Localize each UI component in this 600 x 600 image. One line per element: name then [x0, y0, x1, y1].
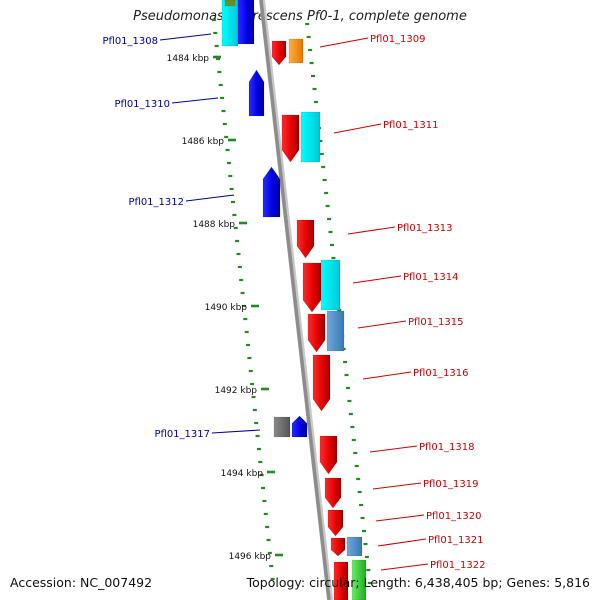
gene-leader-line — [352, 275, 402, 284]
gene-feature-orange — [288, 38, 304, 64]
gene-feature-gray — [273, 416, 291, 438]
gene-leader-line — [377, 538, 427, 547]
gene-feature-cyan — [320, 259, 341, 311]
gene-feature-cyan — [300, 111, 321, 163]
gene-label[interactable]: Pfl01_1313 — [397, 223, 453, 234]
gene-feature-partial — [224, 0, 236, 7]
gene-leader-line — [362, 371, 412, 380]
ruler-label: 1492 kbp — [215, 386, 258, 396]
gene-label[interactable]: Pfl01_1310 — [114, 99, 170, 110]
gene-leader-line — [347, 226, 396, 235]
gene-feature-pfl01-1312 — [262, 166, 281, 218]
ruler-label: 1488 kbp — [193, 220, 236, 230]
gene-feature-pfl01-1311 — [281, 114, 300, 163]
gene-leader-line — [369, 445, 418, 453]
gene-feature-pfl01-1317 — [291, 415, 308, 438]
gene-leader-line — [185, 194, 235, 202]
gene-leader-line — [171, 97, 219, 104]
gene-label[interactable]: Pfl01_1308 — [102, 36, 158, 47]
ruler-label: 1484 kbp — [167, 54, 210, 64]
gene-feature-pfl01-1319 — [324, 477, 342, 509]
gene-feature-pfl01-1318 — [319, 435, 338, 475]
gene-label[interactable]: Pfl01_1315 — [408, 317, 464, 328]
map-title: Pseudomonas fluorescens Pf0-1, complete … — [133, 9, 467, 24]
ruler-label: 1496 kbp — [229, 552, 272, 562]
gene-label[interactable]: Pfl01_1309 — [370, 34, 426, 45]
gene-label[interactable]: Pfl01_1316 — [413, 368, 469, 379]
gene-label[interactable]: Pfl01_1320 — [426, 511, 482, 522]
gene-leader-line — [357, 320, 407, 329]
ruler-label: 1490 kbp — [205, 303, 248, 313]
gene-label[interactable]: Pfl01_1314 — [403, 272, 459, 283]
gene-label[interactable]: Pfl01_1321 — [428, 535, 484, 546]
gene-leader-line — [159, 33, 212, 41]
gene-label[interactable]: Pfl01_1317 — [154, 429, 210, 440]
gene-leader-line — [380, 563, 429, 571]
gene-leader-line — [375, 514, 425, 522]
gene-feature-steel — [326, 310, 345, 352]
gene-label[interactable]: Pfl01_1322 — [430, 560, 486, 571]
gene-feature-pfl01-1309 — [271, 40, 287, 66]
gene-feature-pfl01-1310 — [248, 69, 265, 117]
ruler-label: 1486 kbp — [182, 137, 225, 147]
gene-feature-pfl01-1314 — [302, 262, 322, 313]
gene-label[interactable]: Pfl01_1319 — [423, 479, 479, 490]
gene-feature-pfl01-1320 — [327, 509, 344, 537]
gene-leader-line — [211, 429, 261, 434]
gene-feature-pfl01-1308 — [221, 0, 239, 47]
gene-feature-pfl01-1316 — [312, 354, 331, 412]
gene-feature-pfl01-1322 — [333, 561, 349, 600]
ruler-label: 1494 kbp — [221, 469, 264, 479]
gene-leader-line — [372, 482, 422, 490]
accession-text: Accession: NC_007492 — [10, 575, 153, 590]
gene-label[interactable]: Pfl01_1312 — [128, 197, 184, 208]
gene-leader-line — [333, 123, 382, 134]
genome-stats-text: Topology: circular; Length: 6,438,405 bp… — [246, 575, 590, 590]
gene-leader-line — [319, 37, 369, 48]
backbone-line — [259, 0, 331, 600]
gene-feature-steel — [346, 536, 363, 557]
gene-label[interactable]: Pfl01_1318 — [419, 442, 475, 453]
gene-feature-pfl01-1315 — [307, 313, 326, 353]
gene-feature-partial — [237, 0, 255, 45]
gene-feature-green — [351, 559, 367, 600]
gene-label[interactable]: Pfl01_1311 — [383, 120, 439, 131]
gene-feature-pfl01-1313 — [296, 219, 315, 259]
gene-feature-pfl01-1321 — [330, 537, 346, 557]
